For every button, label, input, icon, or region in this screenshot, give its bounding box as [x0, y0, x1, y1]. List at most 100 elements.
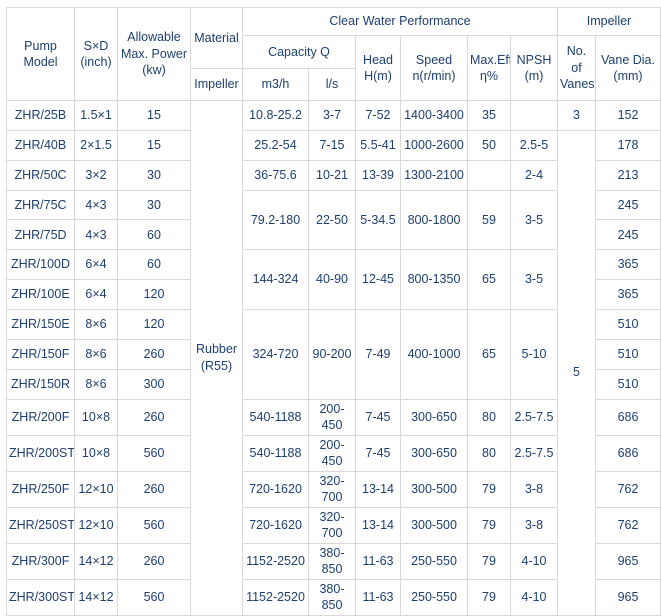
label-line: Model	[23, 55, 58, 69]
pump-spec-table: Pump Model S×D (inch) Allowable Max. Power (…	[6, 7, 661, 616]
cell-capacity-ls: 380-850	[308, 578, 356, 616]
header-allowable-power: Allowable Max. Power (kw)	[117, 7, 191, 101]
cell-capacity-m3h: 25.2-54	[242, 129, 309, 161]
cell-max-eff: 79	[467, 470, 511, 508]
header-row-3: Impeller m3/h l/s	[7, 68, 661, 101]
cell-capacity-ls: 7-15	[308, 129, 356, 161]
cell-capacity-m3h: 10.8-25.2	[242, 100, 309, 131]
label-line: Allowable	[127, 30, 181, 45]
table-row: ZHR/150E 8×6 120 324-720 90-200 7-49 400…	[6, 309, 661, 400]
cell-vanes: 5	[557, 129, 596, 616]
cell-power: 560	[117, 506, 191, 544]
cell-max-eff: 79	[467, 506, 511, 544]
cell-vane-dia: 686	[595, 434, 661, 472]
cell-power: 300	[117, 368, 191, 400]
cell-sxd: 8×6	[74, 309, 118, 340]
cell-head: 11-63	[355, 542, 401, 580]
cell-max-eff: 80	[467, 434, 511, 472]
cell-sxd: 14×12	[74, 578, 118, 616]
label-line: (R55)	[200, 358, 233, 373]
cell-vane-dia: 152	[595, 100, 661, 131]
label-line: Head	[363, 52, 393, 67]
cell-speed: 800-1350	[400, 249, 468, 311]
cell-pump-model: ZHR/50C	[6, 159, 75, 191]
cell-sxd: 8×6	[74, 368, 118, 400]
cell-vane-dia: 686	[595, 398, 661, 436]
cell-power: 15	[117, 129, 191, 161]
label-line: Max. Power	[121, 46, 187, 61]
cell-npsh: 3-5	[510, 189, 558, 251]
cell-head: 5.5-41	[355, 129, 401, 161]
cell-speed: 250-550	[400, 542, 468, 580]
cell-sxd: 10×8	[74, 398, 118, 436]
cell-speed: 250-550	[400, 578, 468, 616]
table-row: ZHR/100E 6×4 120 365	[6, 279, 661, 311]
cell-npsh: 2.5-7.5	[510, 398, 558, 436]
label-line: η%	[479, 69, 499, 83]
cell-capacity-ls: 320-700	[308, 470, 356, 508]
cell-capacity-m3h: 144-324	[242, 249, 309, 311]
cell-vane-dia: 365	[595, 249, 661, 281]
cell-vane-dia: 213	[595, 159, 661, 191]
cell-pump-model: ZHR/250F	[6, 470, 75, 508]
label-line: (inch)	[80, 55, 112, 69]
cell-head: 12-45	[355, 249, 401, 311]
cell-capacity-ls: 40-90	[308, 249, 356, 311]
table-row: ZHR/200F 10×8 260 540-1188 200-450 7-45 …	[6, 398, 661, 436]
label-line: Vane Dia.	[601, 52, 655, 67]
label-line: Max.Eff.	[470, 52, 510, 67]
cell-max-eff: 79	[467, 578, 511, 616]
cell-pump-model: ZHR/75C	[6, 189, 75, 221]
cell-speed: 400-1000	[400, 309, 468, 400]
cell-vane-dia: 510	[595, 309, 661, 340]
cell-sxd: 2×1.5	[74, 129, 118, 161]
label-line: Pump	[24, 38, 57, 53]
table-row: ZHR/100D 6×4 60 144-324 40-90 12-45 800-…	[6, 249, 661, 311]
cell-power: 120	[117, 279, 191, 311]
cell-sxd: 4×3	[74, 189, 118, 221]
table-row: ZHR/250F 12×10 260 720-1620 320-700 13-1…	[6, 470, 661, 508]
cell-vane-dia: 762	[595, 470, 661, 508]
cell-pump-model: ZHR/200ST	[6, 434, 75, 472]
table-row: ZHR/300F 14×12 260 1152-2520 380-850 11-…	[6, 542, 661, 580]
cell-npsh: 3-5	[510, 249, 558, 311]
header-pump-model: Pump Model	[6, 7, 75, 101]
cell-npsh: 3-8	[510, 470, 558, 508]
cell-vane-dia: 245	[595, 219, 661, 251]
cell-power: 30	[117, 159, 191, 191]
cell-head: 13-14	[355, 506, 401, 544]
label-line: S×D	[83, 38, 109, 53]
cell-head: 7-45	[355, 398, 401, 436]
label-line: (mm)	[613, 69, 643, 83]
cell-speed: 300-500	[400, 470, 468, 508]
cell-capacity-m3h: 324-720	[242, 309, 309, 400]
cell-max-eff: 59	[467, 189, 511, 251]
cell-npsh: 2.5-7.5	[510, 434, 558, 472]
cell-max-eff: 50	[467, 129, 511, 161]
cell-npsh: 4-10	[510, 578, 558, 616]
header-no-of-vanes: No. of Vanes	[557, 35, 596, 101]
header-sxd: S×D (inch)	[74, 7, 118, 101]
cell-power: 60	[117, 249, 191, 281]
cell-sxd: 4×3	[74, 219, 118, 251]
header-material: Material	[190, 7, 243, 69]
cell-speed: 300-650	[400, 434, 468, 472]
table-row: ZHR/150R 8×6 300 510	[6, 368, 661, 400]
header-speed: Speed n(r/min)	[400, 35, 468, 101]
cell-capacity-m3h: 720-1620	[242, 506, 309, 544]
cell-capacity-m3h: 79.2-180	[242, 189, 309, 251]
cell-sxd: 3×2	[74, 159, 118, 191]
cell-power: 260	[117, 398, 191, 436]
cell-capacity-m3h: 1152-2520	[242, 542, 309, 580]
cell-pump-model: ZHR/150R	[6, 368, 75, 400]
table-row: ZHR/75D 4×3 60 245	[6, 219, 661, 251]
table-row: ZHR/75C 4×3 30 79.2-180 22-50 5-34.5 800…	[6, 189, 661, 251]
cell-capacity-m3h: 720-1620	[242, 470, 309, 508]
cell-max-eff: 80	[467, 398, 511, 436]
cell-sxd: 6×4	[74, 279, 118, 311]
cell-capacity-ls: 380-850	[308, 542, 356, 580]
cell-vane-dia: 245	[595, 189, 661, 221]
table-row: ZHR/50C 3×2 30 36-75.6 10-21 13-39 1300-…	[6, 159, 661, 191]
cell-power: 260	[117, 338, 191, 370]
cell-head: 13-39	[355, 159, 401, 191]
